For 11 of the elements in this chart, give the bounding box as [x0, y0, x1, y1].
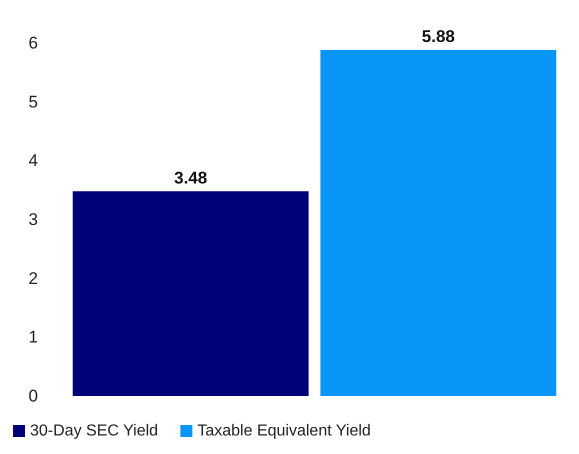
y-tick-label: 1: [28, 328, 38, 347]
y-tick-label: 3: [28, 210, 38, 229]
data-label: 3.48: [174, 168, 208, 188]
data-label: 5.88: [422, 27, 455, 46]
legend-label: Taxable Equivalent Yield: [197, 422, 371, 440]
legend-label: 30-Day SEC Yield: [30, 422, 158, 440]
y-tick-label: 0: [28, 386, 38, 406]
y-tick-label: 5: [28, 92, 38, 112]
y-tick-label: 6: [28, 34, 38, 52]
y-tick-label: 2: [28, 268, 38, 288]
y-tick-label: 4: [28, 151, 38, 170]
